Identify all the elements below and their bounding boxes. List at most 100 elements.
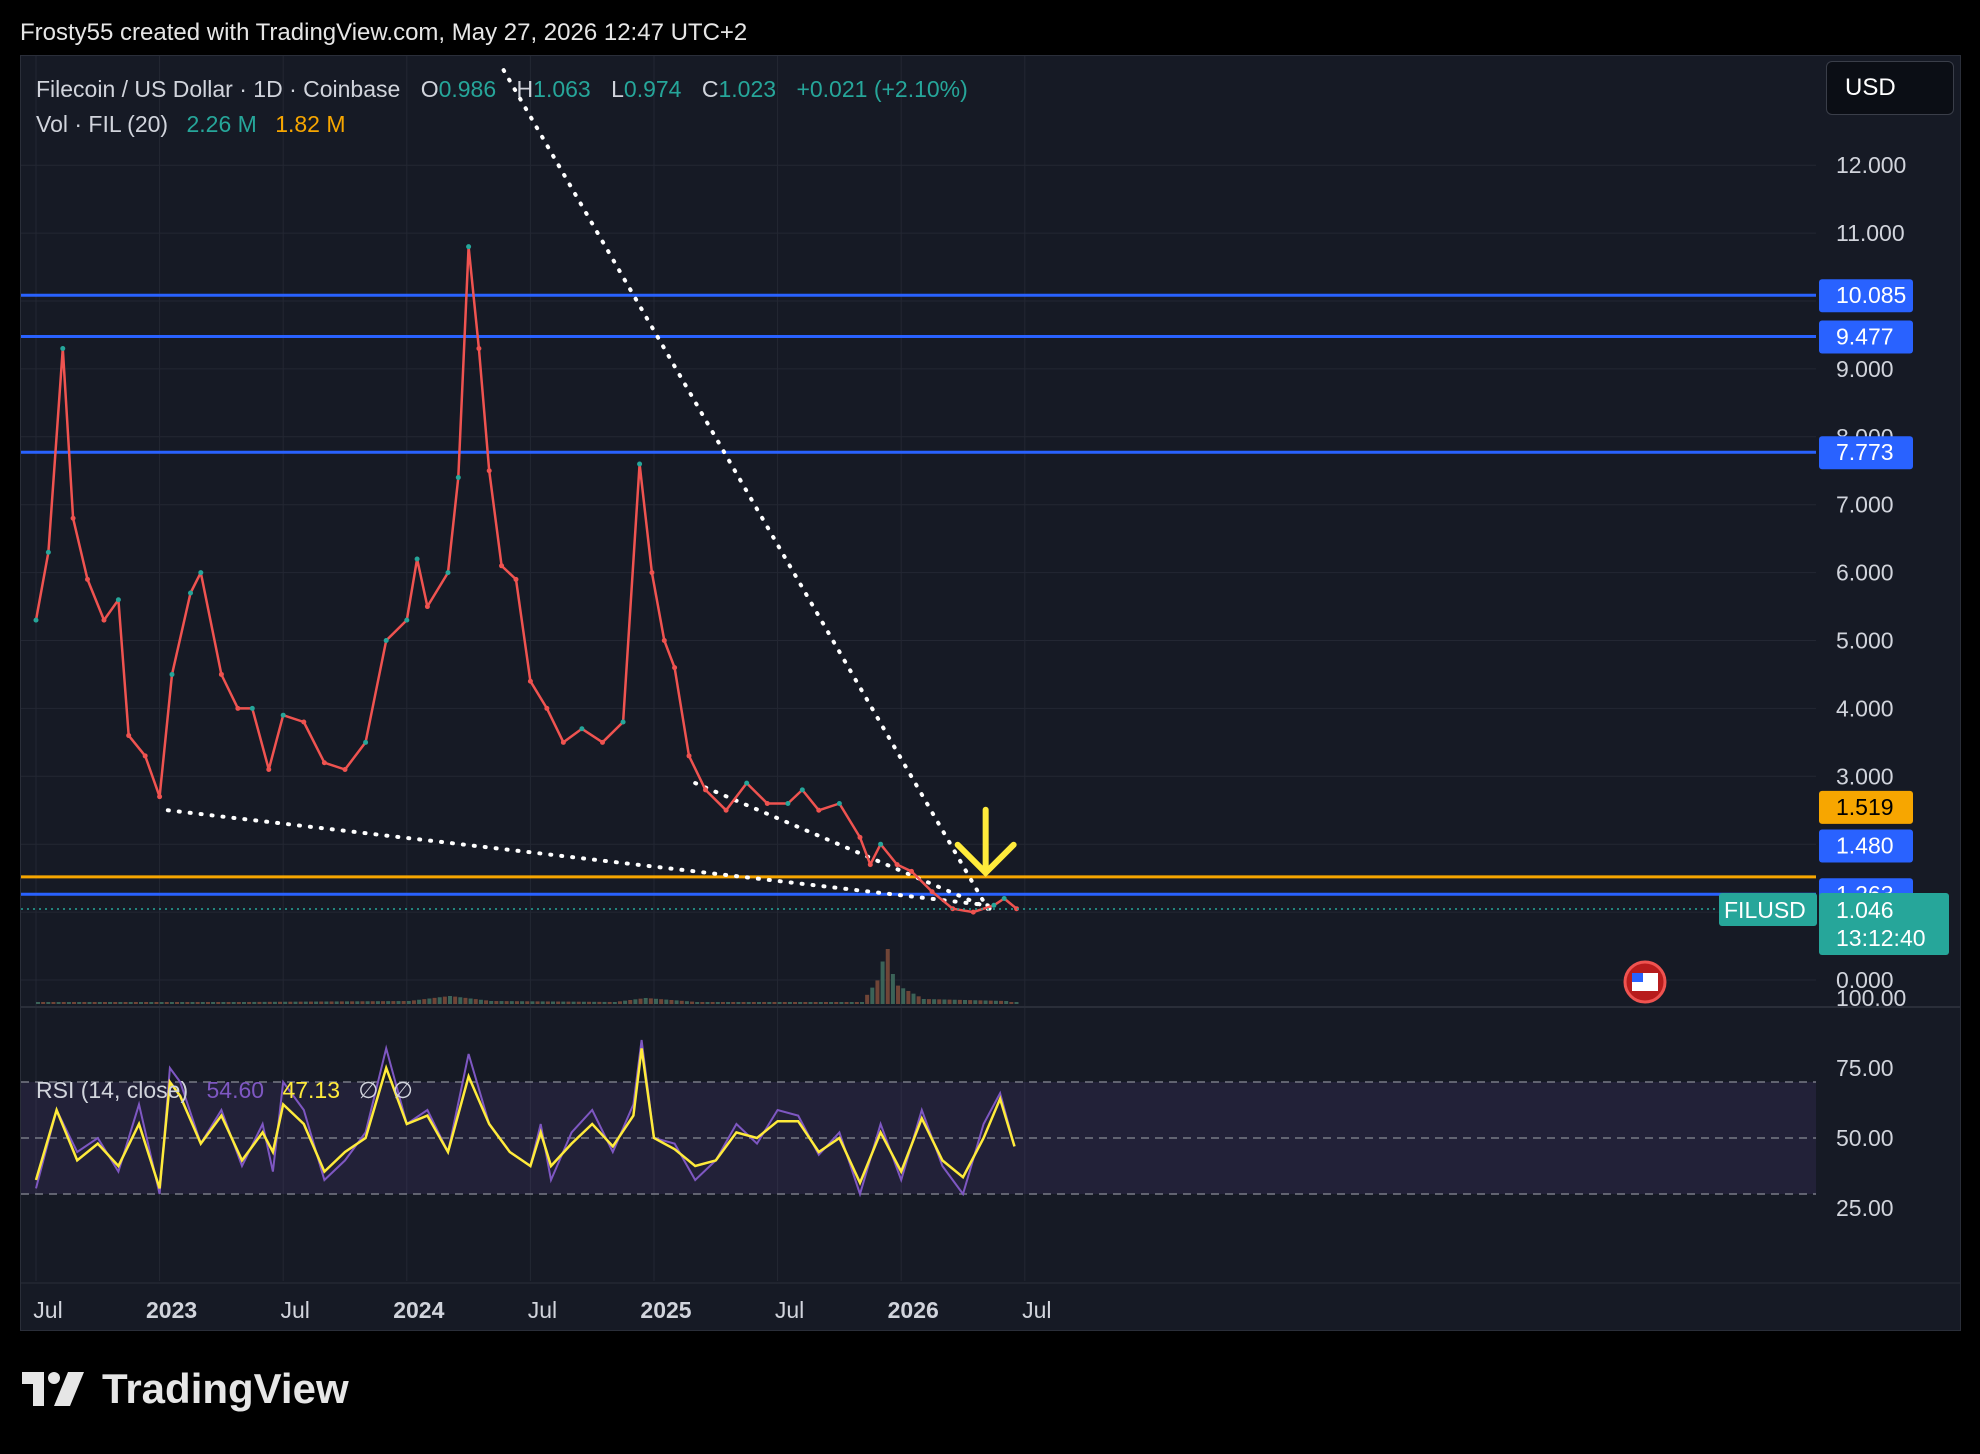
volume-bar: [674, 1000, 679, 1004]
volume-bar: [890, 974, 895, 1004]
price-point: [857, 834, 863, 840]
volume-bar: [345, 1001, 349, 1004]
volume-bar: [149, 1002, 154, 1004]
price-label-text: 1.519: [1836, 794, 1894, 820]
volume-bar: [916, 996, 921, 1004]
volume-bar: [102, 1002, 107, 1004]
volume-bar: [494, 1001, 499, 1004]
volume-bar: [623, 1000, 628, 1004]
last-price-text: 1.046: [1836, 897, 1894, 923]
price-chart-canvas[interactable]: 12.00011.0009.0008.0007.0006.0005.0004.0…: [21, 56, 1961, 1331]
volume-bar: [108, 1002, 113, 1004]
volume-bar: [118, 1002, 123, 1004]
price-label-box: [1819, 829, 1913, 863]
volume-bar: [200, 1002, 205, 1004]
price-axis-tick-label: 0.000: [1836, 967, 1894, 993]
chart-attribution: Frosty55 created with TradingView.com, M…: [20, 19, 748, 46]
volume-bar: [72, 1002, 77, 1004]
close-value: 1.023: [718, 76, 777, 102]
volume-bar: [175, 1002, 180, 1004]
volume-bar: [901, 988, 906, 1004]
volume-bar: [602, 1001, 607, 1004]
volume-bar: [772, 1002, 777, 1004]
volume-bar: [267, 1001, 272, 1004]
volume-bar: [983, 1000, 988, 1004]
volume-bar: [401, 1001, 406, 1004]
volume-bar: [576, 1001, 581, 1004]
volume-bar: [581, 1001, 586, 1004]
volume-bar: [612, 1002, 617, 1004]
volume-bar: [386, 1001, 391, 1004]
price-point: [60, 346, 66, 352]
price-point: [188, 590, 193, 596]
currency-button[interactable]: USD: [1826, 61, 1954, 115]
price-label-box: [1819, 320, 1913, 354]
volume-bar: [242, 1002, 246, 1004]
volume-bar: [963, 1000, 967, 1004]
volume-bar: [226, 1002, 231, 1004]
price-label-text: 10.085: [1836, 282, 1906, 308]
price-point: [686, 753, 692, 759]
volume-bar: [818, 1002, 823, 1004]
price-label-text: 1.480: [1836, 833, 1894, 859]
price-point: [785, 800, 791, 806]
chart-frame[interactable]: 12.00011.0009.0008.0007.0006.0005.0004.0…: [20, 55, 1961, 1331]
volume-bar: [308, 1001, 313, 1004]
price-point: [649, 570, 655, 576]
volume-bar: [690, 1001, 695, 1004]
price-point: [169, 671, 175, 677]
volume-bar: [458, 997, 463, 1004]
volume-bar: [334, 1001, 339, 1004]
volume-bar: [262, 1001, 267, 1004]
price-axis-tick-label: 9.000: [1836, 356, 1894, 382]
volume-bar: [751, 1002, 756, 1004]
volume-bar: [504, 1001, 509, 1004]
rsi-axis-tick-label: 50.00: [1836, 1125, 1894, 1151]
volume-label: Vol · FIL (20): [36, 111, 169, 137]
tradingview-brand: TradingView: [102, 1365, 349, 1412]
volume-bar: [154, 1002, 159, 1004]
price-point: [1014, 906, 1020, 912]
price-axis-tick-label: 7.000: [1836, 492, 1894, 518]
volume-bar: [128, 1002, 133, 1004]
volume-bar: [875, 980, 880, 1004]
price-point: [249, 705, 255, 711]
price-point: [867, 862, 873, 868]
price-axis-tick-label: 11.000: [1836, 220, 1905, 246]
volume-bar: [324, 1001, 329, 1004]
symbol-legend: Filecoin / US Dollar · 1D · Coinbase O0.…: [36, 76, 972, 103]
price-point: [970, 909, 976, 915]
volume-bar: [664, 999, 669, 1004]
volume-bar: [360, 1001, 365, 1004]
price-point: [414, 556, 420, 562]
low-value: 0.974: [623, 76, 682, 102]
volume-bar: [715, 1002, 720, 1004]
volume-bar: [417, 999, 422, 1004]
us-flag-canton-icon: [1632, 973, 1643, 982]
volume-bar: [46, 1002, 51, 1004]
time-axis-label: 2023: [146, 1297, 197, 1323]
price-label-text: 7.773: [1836, 439, 1894, 465]
volume-bar: [391, 1001, 396, 1004]
volume-bar: [906, 990, 911, 1004]
volume-bar: [355, 1001, 360, 1004]
price-point: [157, 794, 163, 800]
price-point: [126, 733, 132, 739]
volume-bar: [556, 1001, 561, 1004]
volume-bar: [278, 1001, 283, 1004]
volume-bar: [885, 949, 890, 1004]
symbol-label-box: [1719, 892, 1817, 926]
volume-bar: [978, 1000, 983, 1004]
price-point: [560, 739, 566, 745]
volume-bar: [777, 1002, 782, 1004]
price-point: [816, 807, 822, 813]
high-label: H: [516, 76, 534, 102]
volume-bar: [823, 1002, 828, 1004]
volume-bar: [489, 1001, 494, 1004]
volume-bar: [139, 1002, 143, 1004]
price-point: [513, 576, 519, 582]
trendline-lower-long: [165, 808, 990, 908]
price-point: [321, 760, 327, 766]
volume-bar: [329, 1001, 334, 1004]
volume-bar: [298, 1001, 303, 1004]
